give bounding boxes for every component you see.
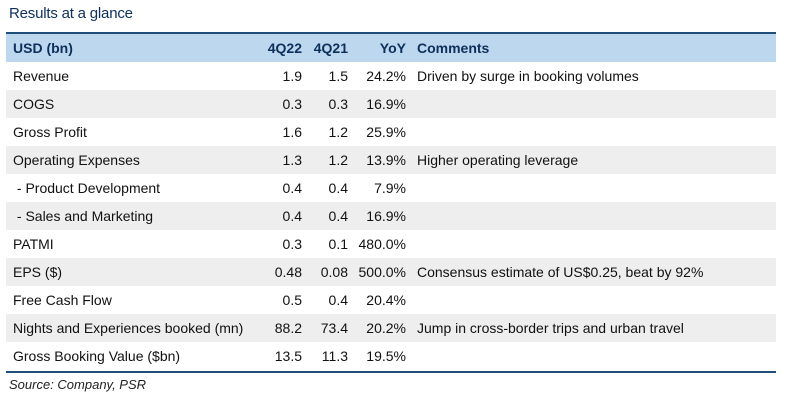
cell-comment: Jump in cross-border trips and urban tra…: [417, 320, 684, 336]
header-label: USD (bn): [13, 40, 73, 56]
cell-yoy: 480.0%: [358, 236, 406, 252]
cell-4q21: 1.2: [328, 124, 348, 140]
table-row: - Product Development 0.4 0.4 7.9%: [6, 174, 776, 202]
cell-4q21: 73.4: [320, 320, 348, 336]
table-row: Operating Expenses 1.3 1.2 13.9% Higher …: [6, 146, 776, 174]
cell-4q21: 0.3: [328, 96, 348, 112]
cell-4q21: 1.2: [328, 152, 348, 168]
row-label: COGS: [13, 96, 55, 112]
cell-4q22: 0.48: [274, 264, 302, 280]
cell-yoy: 13.9%: [366, 152, 406, 168]
cell-comment: Higher operating leverage: [417, 152, 579, 168]
cell-comment: [406, 342, 776, 370]
results-table: USD (bn) 4Q22 4Q21 YoY Comments Revenue …: [6, 34, 776, 370]
cell-4q22: 1.9: [282, 68, 302, 84]
title-divider: [6, 32, 776, 34]
row-label: Revenue: [13, 68, 70, 84]
cell-4q22: 88.2: [274, 320, 302, 336]
cell-yoy: 16.9%: [366, 96, 406, 112]
table-row: Free Cash Flow 0.5 0.4 20.4%: [6, 286, 776, 314]
cell-4q21: 0.4: [328, 208, 348, 224]
panel-title: Results at a glance: [9, 5, 133, 22]
header-yoy: YoY: [379, 40, 406, 56]
cell-comment: [406, 174, 776, 202]
cell-4q22: 0.3: [282, 236, 302, 252]
table-row: Gross Profit 1.6 1.2 25.9%: [6, 118, 776, 146]
header-4q22: 4Q22: [267, 40, 302, 56]
cell-4q22: 0.4: [282, 180, 302, 196]
cell-comment: [406, 90, 776, 118]
table-row: PATMI 0.3 0.1 480.0%: [6, 230, 776, 258]
cell-yoy: 20.2%: [366, 320, 406, 336]
header-4q21: 4Q21: [313, 40, 348, 56]
cell-4q22: 1.3: [282, 152, 302, 168]
cell-comment: [406, 230, 776, 258]
cell-yoy: 19.5%: [366, 348, 406, 364]
cell-comment: [406, 286, 776, 314]
header-comments: Comments: [417, 40, 490, 56]
table-row: EPS ($) 0.48 0.08 500.0% Consensus estim…: [6, 258, 776, 286]
table-row: Nights and Experiences booked (mn) 88.2 …: [6, 314, 776, 342]
cell-4q22: 0.5: [282, 292, 302, 308]
cell-comment: [406, 118, 776, 146]
row-label: Gross Profit: [13, 124, 87, 140]
row-label: EPS ($): [13, 264, 63, 280]
cell-comment: Driven by surge in booking volumes: [417, 68, 639, 84]
table-row: Gross Booking Value ($bn) 13.5 11.3 19.5…: [6, 342, 776, 370]
source-note: Source: Company, PSR: [9, 377, 147, 392]
row-label: Free Cash Flow: [13, 292, 112, 308]
cell-4q22: 13.5: [274, 348, 302, 364]
cell-yoy: 500.0%: [358, 264, 406, 280]
cell-4q21: 0.1: [328, 236, 348, 252]
table-row: Revenue 1.9 1.5 24.2% Driven by surge in…: [6, 62, 776, 90]
row-label: - Product Development: [13, 180, 161, 196]
cell-yoy: 20.4%: [366, 292, 406, 308]
row-label: Gross Booking Value ($bn): [13, 348, 181, 364]
cell-yoy: 24.2%: [366, 68, 406, 84]
cell-yoy: 16.9%: [366, 208, 406, 224]
cell-4q21: 0.08: [320, 264, 348, 280]
table-row: COGS 0.3 0.3 16.9%: [6, 90, 776, 118]
table-header-row: USD (bn) 4Q22 4Q21 YoY Comments: [6, 34, 776, 62]
cell-4q21: 0.4: [328, 180, 348, 196]
cell-yoy: 25.9%: [366, 124, 406, 140]
cell-4q21: 0.4: [328, 292, 348, 308]
row-label: Nights and Experiences booked (mn): [13, 320, 244, 336]
cell-comment: [406, 202, 776, 230]
row-label: PATMI: [13, 236, 54, 252]
cell-yoy: 7.9%: [374, 180, 406, 196]
table-bottom-divider: [6, 371, 776, 373]
row-label: Operating Expenses: [13, 152, 140, 168]
cell-4q22: 0.3: [282, 96, 302, 112]
row-label: - Sales and Marketing: [13, 208, 154, 224]
cell-4q22: 0.4: [282, 208, 302, 224]
cell-comment: Consensus estimate of US$0.25, beat by 9…: [417, 264, 704, 280]
cell-4q21: 11.3: [321, 348, 348, 364]
cell-4q22: 1.6: [282, 124, 302, 140]
table-row: - Sales and Marketing 0.4 0.4 16.9%: [6, 202, 776, 230]
cell-4q21: 1.5: [328, 68, 348, 84]
